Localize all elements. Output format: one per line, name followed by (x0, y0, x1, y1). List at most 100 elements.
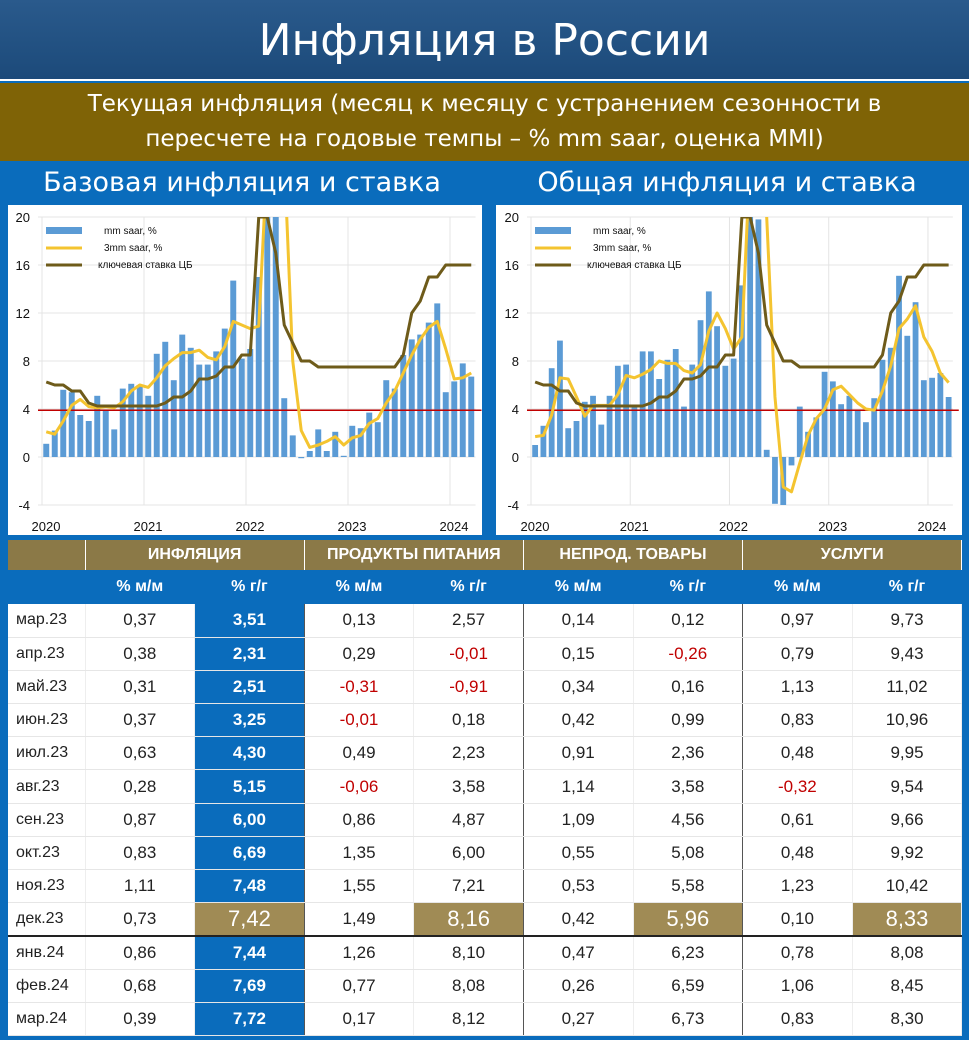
bar-mm-saar (896, 275, 902, 457)
row-month-label: фев.24 (8, 969, 86, 1003)
bar-mm-saar (697, 320, 704, 457)
column-header: % г/г (852, 570, 962, 604)
y-tick-label: 8 (23, 354, 30, 369)
y-tick-label: -4 (507, 498, 519, 513)
table-cell: 5,08 (633, 836, 744, 871)
bar-mm-saar (557, 340, 563, 457)
table-cell: 8,33 (852, 902, 963, 937)
table-cell: 3,51 (194, 604, 305, 638)
bar-mm-saar (846, 395, 853, 457)
column-header: % м/м (304, 570, 414, 604)
table-cell: 6,00 (194, 803, 305, 837)
table-cell: 0,53 (523, 869, 634, 904)
bar-mm-saar (315, 429, 322, 457)
table-cell: 0,91 (523, 736, 634, 771)
bar-mm-saar (581, 401, 588, 457)
y-tick-label: 12 (16, 306, 30, 321)
table-cell: 1,23 (742, 869, 853, 904)
table-cell: 1,06 (742, 969, 853, 1003)
table-cell: 0,78 (742, 935, 853, 970)
table-cell: 0,13 (304, 604, 415, 638)
bar-mm-saar (68, 392, 75, 457)
bar-mm-saar (920, 380, 927, 457)
legend: mm saar, % 3mm saar, % ключевая ставка ЦБ (535, 226, 682, 271)
bar-mm-saar (639, 351, 646, 457)
table-cell: 0,73 (85, 902, 196, 937)
bar-mm-saar (281, 398, 288, 457)
bar-mm-saar (871, 398, 878, 457)
table-cell: 0,79 (742, 637, 853, 671)
table-cell: 7,42 (194, 902, 305, 937)
bar-mm-saar (763, 449, 770, 457)
table-row: сен.23 0,87 6,00 0,86 4,87 1,09 4,56 0,61 9,66 (8, 803, 963, 837)
y-tick-label: -4 (18, 498, 30, 513)
table-cell: 0,37 (85, 604, 196, 638)
bar-mm-saar (357, 428, 364, 457)
bar-mm-saar (306, 451, 313, 457)
bar-mm-saar (738, 285, 745, 457)
bar-mm-saar (590, 395, 596, 457)
table-cell: 0,47 (523, 935, 634, 970)
table-cell: 11,02 (852, 670, 963, 705)
table-cell: 0,86 (85, 935, 196, 970)
table-cell: 1,26 (304, 935, 415, 970)
table-cell: 0,77 (304, 969, 415, 1003)
chart-core-inflation: -4 0 4 8 12 16 20 2020 2021 2022 2023 2024 mm saar, … (8, 205, 482, 535)
bar-mm-saar (838, 404, 845, 457)
chart-headline-inflation: -4 0 4 8 12 16 20 2020 2021 2022 2023 2024 mm saar, … (496, 205, 962, 535)
y-tick-label: 8 (512, 354, 519, 369)
bar-mm-saar (128, 383, 135, 457)
table-cell: 0,29 (304, 637, 415, 671)
bar-mm-saar (374, 422, 381, 457)
y-tick-label: 16 (505, 258, 519, 273)
bar-mm-saar (821, 371, 828, 457)
table-cell: 6,00 (413, 836, 524, 871)
bar-mm-saar (434, 303, 441, 457)
table-cell: 8,16 (413, 902, 524, 937)
y-tick-label: 20 (16, 210, 30, 225)
table-cell: 0,27 (523, 1002, 634, 1036)
table-cell: 1,49 (304, 902, 415, 937)
bar-mm-saar (238, 358, 245, 457)
table-cell: 0,39 (85, 1002, 196, 1036)
bar-mm-saar (912, 302, 919, 457)
table-cell: 0,26 (523, 969, 634, 1003)
table-row: дек.23 0,73 7,42 1,49 8,16 0,42 5,96 0,10 8,33 (8, 902, 963, 937)
line-key-rate (45, 217, 472, 408)
legend-label: 3mm saar, % (593, 243, 651, 254)
bar-mm-saar (400, 355, 407, 457)
table-row: апр.23 0,38 2,31 0,29 -0,01 0,15 -0,26 0,79 9,43 (8, 637, 963, 671)
bar-mm-saar (788, 457, 795, 466)
row-month-label: июл.23 (8, 736, 86, 771)
table-cell: 0,42 (523, 902, 634, 937)
row-month-label: авг.23 (8, 769, 86, 804)
table-row: июн.23 0,37 3,25 -0,01 0,18 0,42 0,99 0,83 10,96 (8, 703, 963, 738)
plot-area (527, 217, 959, 505)
legend-label: mm saar, % (104, 226, 157, 237)
table-cell: 1,11 (85, 869, 196, 904)
bar-mm-saar (323, 451, 330, 457)
bar-mm-saar (755, 219, 762, 457)
table-cell: 9,54 (852, 769, 963, 804)
legend-swatch-mm-saar (535, 227, 571, 234)
line-key-rate (534, 217, 949, 408)
table-cell: 9,73 (852, 604, 963, 638)
bar-mm-saar (77, 415, 84, 457)
bar-mm-saar (863, 422, 869, 457)
table-cell: 5,15 (194, 769, 305, 804)
chart-title-core: Базовая инфляция и ставка (43, 167, 441, 198)
x-tick-label: 2020 (521, 519, 550, 534)
chart-title-headline: Общая инфляция и ставка (537, 167, 917, 198)
table-cell: 2,23 (413, 736, 524, 771)
x-tick-label: 2021 (134, 519, 163, 534)
table-cell: -0,26 (633, 637, 744, 671)
table-cell: 2,31 (194, 637, 305, 671)
bar-mm-saar (264, 217, 271, 457)
table-cell: -0,06 (304, 769, 415, 804)
bar-mm-saar (391, 388, 398, 457)
bar-mm-saar (383, 380, 390, 457)
bar-mm-saar (332, 431, 339, 457)
bar-mm-saar (714, 326, 720, 457)
table-cell: 9,92 (852, 836, 963, 871)
